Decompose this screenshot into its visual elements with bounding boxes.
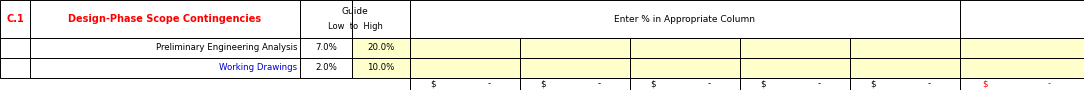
Text: -: - <box>488 79 491 88</box>
Text: Preliminary Engineering Analysis: Preliminary Engineering Analysis <box>155 43 297 52</box>
Text: C.1: C.1 <box>7 14 24 24</box>
Text: $: $ <box>982 79 988 88</box>
Text: $: $ <box>429 79 436 88</box>
Bar <box>300 38 352 58</box>
Text: $: $ <box>869 79 875 88</box>
Bar <box>352 58 410 78</box>
Text: 10.0%: 10.0% <box>367 64 395 73</box>
Bar <box>960 0 1084 38</box>
Bar <box>30 58 300 78</box>
Bar <box>850 38 960 58</box>
Bar <box>740 78 850 90</box>
Bar <box>30 0 300 38</box>
Bar <box>850 78 960 90</box>
Bar <box>0 58 30 78</box>
Text: -: - <box>1048 79 1050 88</box>
Text: $: $ <box>649 79 656 88</box>
Bar <box>960 58 1084 78</box>
Bar <box>410 38 520 58</box>
Bar <box>300 0 352 38</box>
Text: Low  to  High: Low to High <box>327 22 383 31</box>
Bar <box>630 78 740 90</box>
Bar <box>850 58 960 78</box>
Text: Working Drawings: Working Drawings <box>219 64 297 73</box>
Text: -: - <box>708 79 711 88</box>
Bar <box>410 0 960 38</box>
Text: Design-Phase Scope Contingencies: Design-Phase Scope Contingencies <box>68 14 261 24</box>
Text: Guide: Guide <box>341 7 369 16</box>
Text: $: $ <box>760 79 765 88</box>
Bar <box>520 58 630 78</box>
Bar <box>740 58 850 78</box>
Text: 20.0%: 20.0% <box>367 43 395 52</box>
Bar <box>630 58 740 78</box>
Bar <box>352 38 410 58</box>
Bar <box>740 38 850 58</box>
Text: Enter % in Appropriate Column: Enter % in Appropriate Column <box>615 14 756 23</box>
Bar <box>0 0 30 38</box>
Bar <box>520 78 630 90</box>
Text: -: - <box>597 79 601 88</box>
Bar <box>630 38 740 58</box>
Bar <box>300 58 352 78</box>
Text: 7.0%: 7.0% <box>315 43 337 52</box>
Bar <box>0 38 30 58</box>
Bar <box>352 0 410 38</box>
Bar <box>410 58 520 78</box>
Text: -: - <box>817 79 821 88</box>
Bar <box>960 38 1084 58</box>
Text: -: - <box>928 79 931 88</box>
Bar <box>520 38 630 58</box>
Text: $: $ <box>540 79 545 88</box>
Bar <box>960 78 1084 90</box>
Bar <box>30 38 300 58</box>
Bar <box>410 78 520 90</box>
Text: 2.0%: 2.0% <box>315 64 337 73</box>
